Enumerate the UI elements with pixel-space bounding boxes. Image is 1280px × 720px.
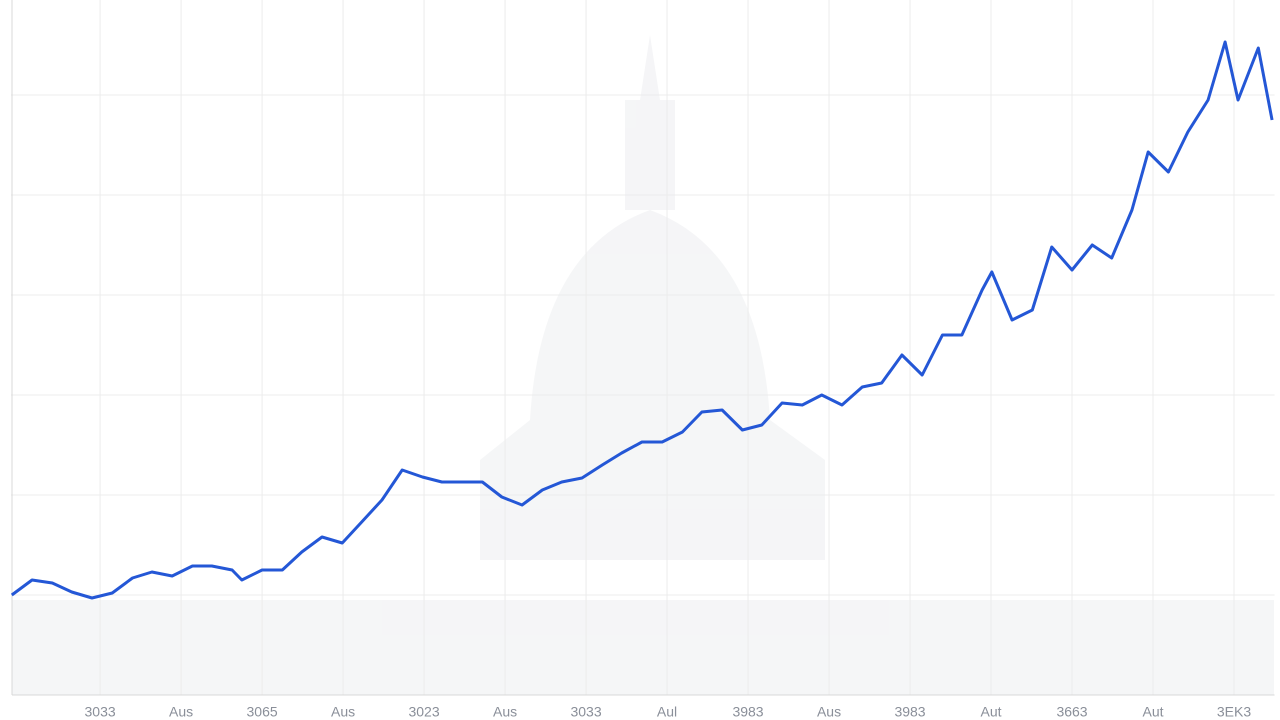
x-tick-label: 3EK3 xyxy=(1217,704,1251,720)
x-tick-label: 3023 xyxy=(408,704,439,720)
x-tick-label: Aus xyxy=(817,704,841,720)
x-tick-label: Aus xyxy=(331,704,355,720)
x-tick-label: Aus xyxy=(493,704,517,720)
x-tick-label: 3033 xyxy=(85,704,116,720)
x-tick-label: Aut xyxy=(1143,704,1164,720)
x-tick-label: 3033 xyxy=(570,704,601,720)
x-tick-label: 3983 xyxy=(894,704,925,720)
x-tick-label: Aus xyxy=(169,704,193,720)
x-tick-label: 3983 xyxy=(732,704,763,720)
data-line xyxy=(10,40,1274,600)
background-illustration xyxy=(12,35,1274,695)
x-tick-label: 3065 xyxy=(247,704,278,720)
x-tick-label: 3663 xyxy=(1056,704,1087,720)
x-tick-label: Aut xyxy=(981,704,1002,720)
x-tick-label: Aul xyxy=(657,704,677,720)
